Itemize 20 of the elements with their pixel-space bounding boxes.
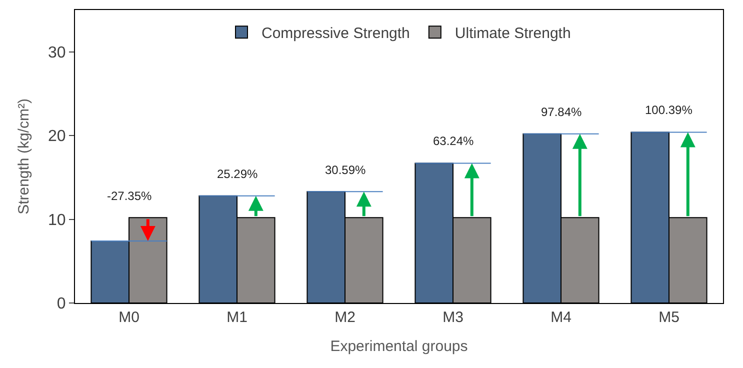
annotation: 100.39% (645, 103, 693, 117)
y-axis-title: Strength (kg/cm²) (15, 98, 32, 214)
y-tick-label: 0 (56, 296, 66, 313)
annotation: 30.59% (325, 163, 366, 177)
annotation: 63.24% (433, 134, 474, 148)
y-tick-label: 30 (48, 44, 66, 62)
x-tick-label: M2 (334, 309, 356, 326)
y-tick-label: 20 (48, 128, 66, 146)
y-tick-label: 10 (48, 212, 66, 229)
x-tick-label: M1 (226, 309, 248, 326)
legend-label: Compressive Strength (262, 24, 410, 42)
x-axis-title: Experimental groups (330, 338, 468, 355)
annotation: 97.84% (541, 105, 582, 119)
x-tick-label: M4 (550, 309, 572, 326)
annotation: -27.35% (107, 189, 152, 203)
x-tick-label: M0 (118, 309, 140, 326)
annotation: 25.29% (217, 167, 258, 181)
x-tick-label: M5 (658, 309, 680, 326)
x-tick-label: M3 (442, 309, 464, 326)
legend-label: Ultimate Strength (454, 24, 571, 42)
